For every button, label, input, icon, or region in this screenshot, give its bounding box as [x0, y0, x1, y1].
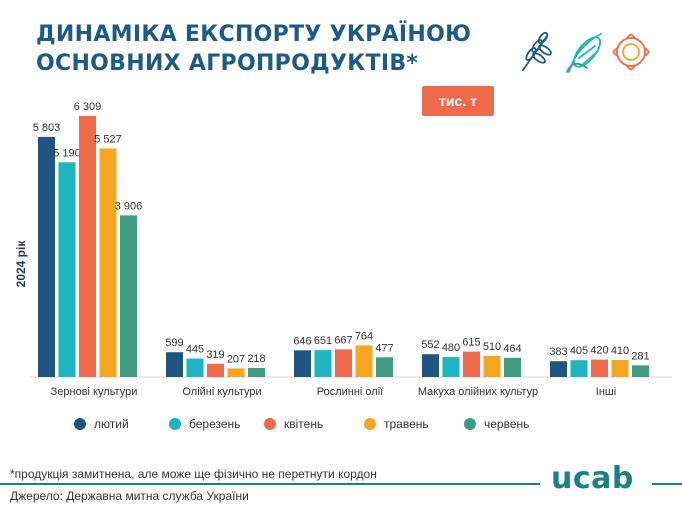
bar	[463, 351, 480, 377]
chart-title: Динаміка експорту Україною основних агро…	[36, 20, 506, 78]
bar	[611, 360, 629, 377]
bar-value-label: 3 906	[115, 200, 143, 212]
bar	[335, 349, 352, 377]
legend-label: травень	[384, 417, 429, 431]
bar-value-label: 6 309	[74, 101, 102, 113]
legend-marker	[74, 418, 86, 430]
legend-marker	[169, 418, 181, 430]
bar-value-label: 5 190	[53, 147, 81, 159]
x-tick-label: Макуха олійних культур	[418, 386, 538, 398]
bar	[314, 350, 332, 377]
crop-icons	[522, 31, 650, 73]
legend-label: червень	[484, 417, 529, 431]
legend-label: квітень	[284, 417, 323, 431]
bar-value-label: 667	[334, 334, 352, 346]
ucab-logo: ucab	[551, 461, 634, 496]
bar	[166, 352, 183, 377]
bar	[376, 357, 393, 377]
corn-icon	[566, 33, 602, 73]
bar	[591, 359, 608, 377]
bar	[294, 350, 311, 377]
bar	[120, 215, 137, 377]
bar	[550, 361, 567, 377]
bar-value-label: 646	[293, 335, 311, 347]
chart-title-line1: Динаміка експорту Україною	[36, 22, 472, 47]
legend-label: лютий	[94, 417, 129, 431]
legend-marker	[464, 418, 476, 430]
bar-value-label: 281	[631, 350, 649, 362]
source-note: Джерело: Державна митна служба України	[10, 489, 249, 503]
bar	[79, 116, 96, 377]
bar	[186, 358, 204, 377]
x-tick-label: Олійні культури	[182, 386, 261, 398]
legend-marker	[264, 418, 276, 430]
bar	[38, 136, 55, 377]
chart-title-line2: основних агропродуктів*	[36, 51, 419, 76]
bar	[570, 360, 588, 377]
bar-value-label: 480	[442, 342, 460, 354]
wheat-icon	[522, 31, 552, 71]
legend-label: березень	[189, 417, 240, 431]
bar	[99, 148, 117, 377]
y-axis-label: 2024 рік	[14, 240, 28, 288]
bar-chart: 2024 рік 5 803 5 190 6 309 5 527 3 906 Зернов…	[14, 101, 672, 431]
bar-value-label: 477	[375, 342, 393, 354]
bar-value-label: 218	[247, 353, 265, 365]
bar-value-label: 319	[206, 349, 224, 361]
bar	[355, 345, 373, 377]
bar	[227, 368, 245, 377]
bar	[207, 363, 224, 377]
bar-value-label: 464	[503, 343, 521, 355]
footer-divider-left	[0, 483, 540, 485]
bar-value-label: 5 527	[94, 133, 122, 145]
bar	[248, 368, 265, 377]
bar-value-label: 510	[483, 341, 501, 353]
bar-value-label: 764	[355, 330, 373, 342]
bar	[58, 162, 76, 377]
bar	[422, 354, 439, 377]
footnote: *продукція замитнена, але може ще фізичн…	[10, 467, 377, 481]
footer-divider-right	[652, 483, 682, 485]
bar-value-label: 405	[570, 345, 588, 357]
bar-value-label: 207	[227, 353, 245, 365]
legend-marker	[364, 418, 376, 430]
bar-value-label: 552	[421, 339, 439, 351]
unit-badge: тис. т	[422, 86, 494, 116]
bar-value-label: 651	[314, 335, 332, 347]
bar	[442, 357, 460, 377]
x-tick-label: Рослинні олії	[317, 386, 383, 398]
bar-value-label: 5 803	[33, 122, 61, 134]
sunflower-icon	[612, 33, 650, 71]
bar	[632, 365, 649, 377]
bar-value-label: 615	[462, 337, 480, 349]
bar	[483, 355, 501, 377]
bar	[504, 357, 521, 377]
bar-value-label: 410	[611, 345, 629, 357]
x-tick-label: Зернові культури	[51, 386, 138, 398]
bar-value-label: 599	[165, 337, 183, 349]
bar-value-label: 420	[590, 345, 608, 357]
bar-value-label: 445	[186, 344, 204, 356]
x-tick-label: Інші	[596, 386, 616, 398]
bar-value-label: 383	[549, 346, 567, 358]
